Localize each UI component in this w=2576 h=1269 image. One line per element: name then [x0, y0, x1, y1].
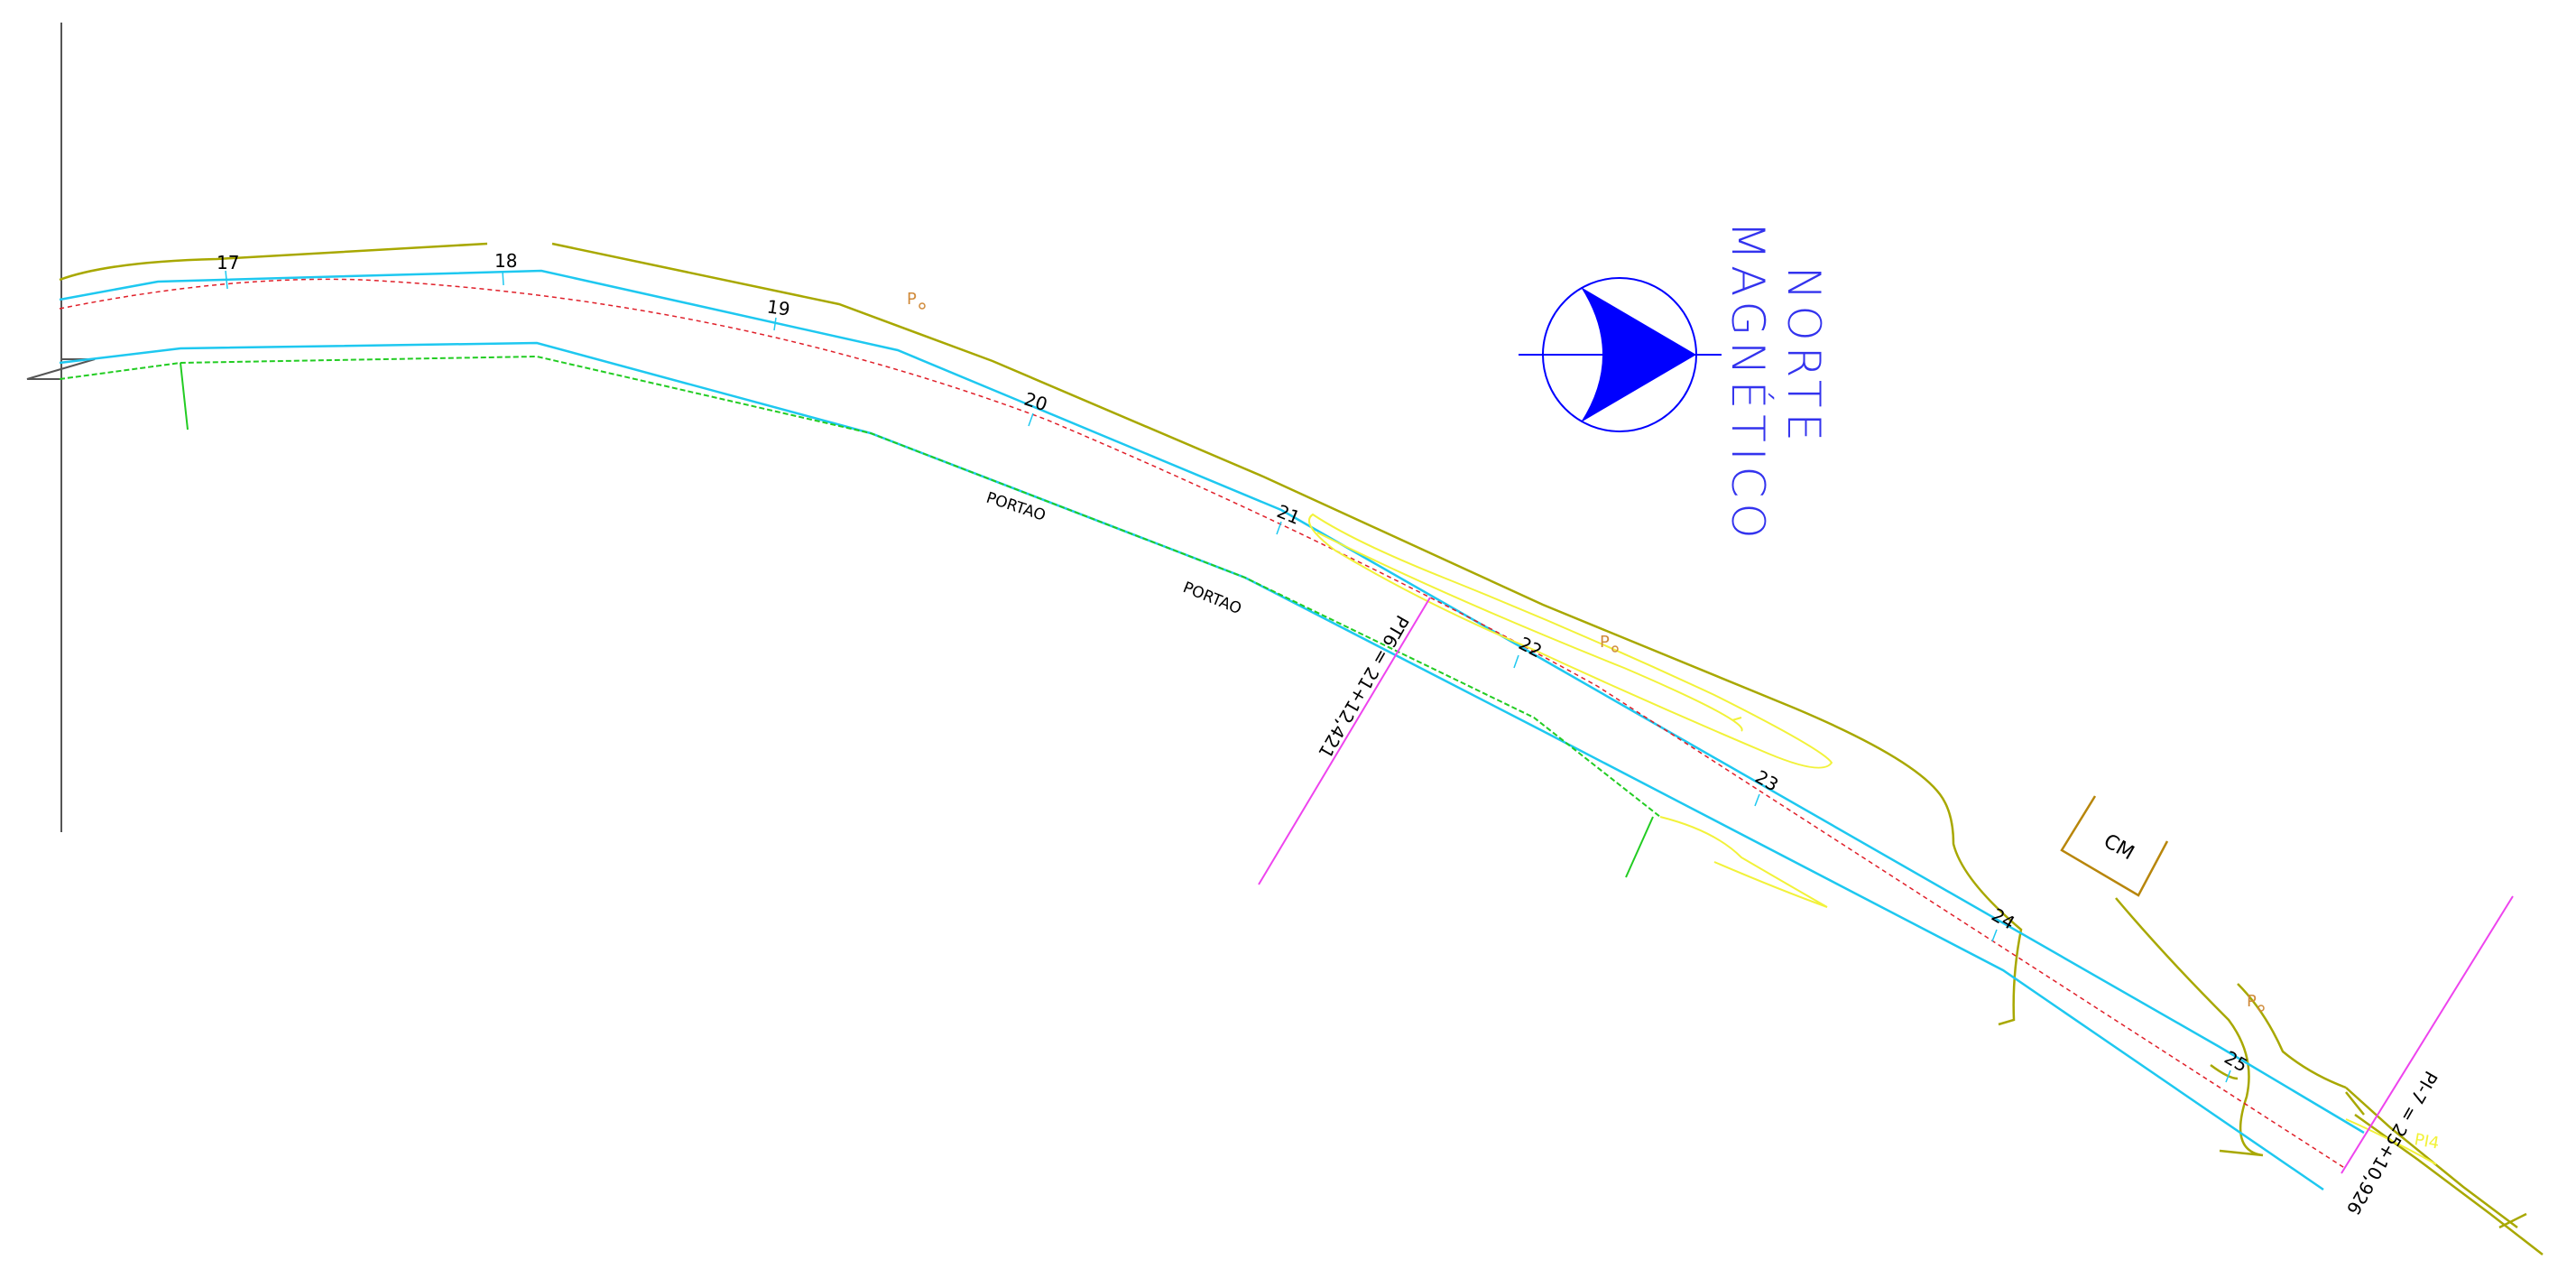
north-label-line2: MAGNÉTICO	[1722, 221, 1775, 544]
centerline	[59, 278, 2347, 1170]
terrain-line	[59, 242, 2544, 1255]
pi7-section-line	[2341, 895, 2514, 1174]
north-label-line1: NORTE	[1777, 266, 1830, 447]
building-cm: CM	[2060, 795, 2169, 897]
fence-line	[59, 355, 1661, 878]
station-label: 17	[217, 252, 239, 273]
station-label: 19	[766, 295, 792, 320]
north-label: NORTE MAGNÉTICO	[1722, 221, 1830, 544]
pi4-note: PI4	[2413, 1130, 2441, 1153]
pole-marker: P	[1600, 633, 1619, 653]
station-label: 18	[494, 250, 517, 272]
station-ticks	[225, 270, 2231, 1083]
left-border-line	[26, 23, 96, 832]
station-label: 21	[1274, 500, 1304, 529]
pt6-section-line	[1258, 597, 1431, 885]
gate-labels: PORTAO PORTAO	[983, 489, 1243, 618]
north-arrow	[1519, 277, 1722, 432]
station-labels: 17 18 19 20 21 22 23 24 25	[217, 250, 2251, 1077]
gate-label: PORTAO	[1180, 579, 1244, 618]
building-label: CM	[2100, 830, 2137, 866]
pole-marker: P	[2247, 992, 2265, 1012]
road-edges	[59, 269, 2365, 1191]
pole-label: P	[1600, 633, 1610, 652]
pole-label: P	[2247, 992, 2257, 1011]
contours	[1307, 513, 2437, 1165]
pole-marker: P	[907, 290, 926, 310]
section-lines	[1258, 597, 2514, 1174]
gate-label: PORTAO	[983, 489, 1048, 525]
poles: P P P	[907, 290, 2265, 1012]
pt6-label: PT6 = 21+12,421	[1314, 612, 1413, 763]
station-label: 23	[1751, 765, 1782, 796]
pole-label: P	[907, 290, 917, 309]
